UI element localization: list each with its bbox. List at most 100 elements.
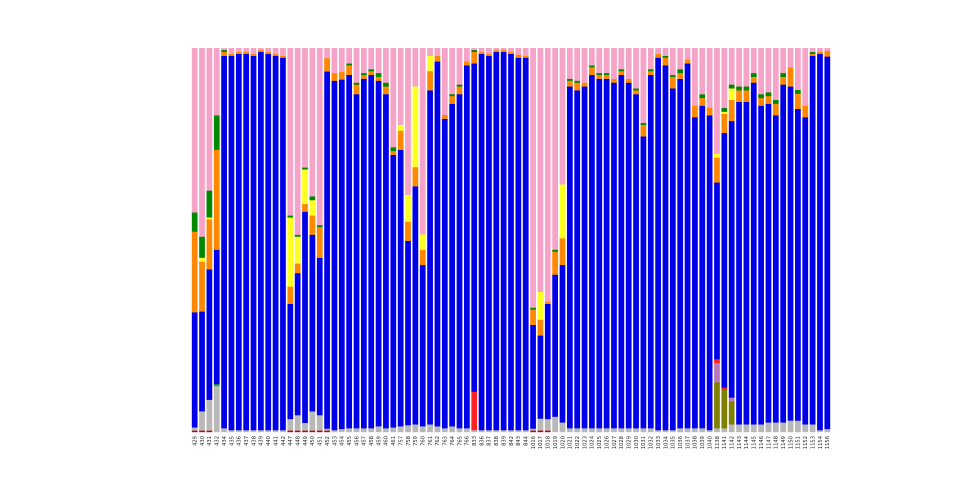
bar-segment-1036-s7 <box>677 72 684 79</box>
bar-segment-450-s10 <box>309 48 316 197</box>
bar-segment-833-s9 <box>471 49 478 53</box>
bar-segment-764-s6 <box>449 103 456 427</box>
bar-segment-839-s7 <box>500 49 507 53</box>
x-tick-label-1031: 1031 <box>641 436 647 449</box>
bar-segment-1146-s7 <box>758 97 764 106</box>
bar-segment-1016-s1 <box>530 428 536 431</box>
bar-segment-459-s1 <box>375 426 382 433</box>
x-tick-label-460: 460 <box>384 436 390 446</box>
bar-segment-1040-s1 <box>706 430 713 433</box>
x-tick-label-442: 442 <box>281 436 287 446</box>
x-tick-label-461: 461 <box>391 436 397 446</box>
bar-segment-1146-s1 <box>758 424 764 433</box>
bar-segment-761-s10 <box>427 48 433 56</box>
x-tick-label-457: 457 <box>362 436 368 446</box>
bar-segment-764-s1 <box>449 426 456 433</box>
bar-segment-1152-s7 <box>802 105 809 118</box>
bar-segment-434-s6 <box>221 55 227 429</box>
bar-segment-1016-s6 <box>530 324 536 429</box>
bar-segment-442-s7 <box>280 55 286 58</box>
bar-segment-1141-s6 <box>721 132 728 388</box>
bar-segment-843-s6 <box>515 57 522 431</box>
x-tick-label-1033: 1033 <box>656 436 662 449</box>
bar-segment-441-s7 <box>272 53 279 56</box>
bar-segment-430-s9 <box>199 236 205 258</box>
bar-segment-1150-s1 <box>787 420 794 433</box>
bar-segment-429-s9 <box>191 212 198 232</box>
bar-segment-760-s8 <box>419 234 426 250</box>
bar-segment-837-s7 <box>486 53 492 56</box>
bar-segment-439-s1 <box>258 430 264 433</box>
x-tick-label-449: 449 <box>303 436 309 446</box>
bar-segment-1023-s1 <box>581 428 588 433</box>
bar-segment-1016-s10 <box>530 48 536 308</box>
bar-segment-450-s1 <box>309 411 316 431</box>
bar-segment-440-s1 <box>265 430 272 433</box>
bar-segment-837-s1 <box>486 430 492 433</box>
bar-segment-449-s0 <box>302 430 308 433</box>
bar-segment-432-s6 <box>213 249 220 385</box>
bar-segment-759-s8 <box>412 86 419 168</box>
bar-segment-1036-s6 <box>677 78 684 429</box>
bar-segment-1027-s6 <box>611 82 617 429</box>
bar-segment-1142-s1 <box>728 424 735 433</box>
x-tick-label-1147: 1147 <box>766 436 772 449</box>
x-tick-label-843: 843 <box>516 436 522 446</box>
bar-segment-1144-s7 <box>743 90 750 102</box>
bar-segment-461-s7 <box>390 150 397 155</box>
bar-segment-449-s8 <box>302 169 308 205</box>
bar-segment-1148-s7 <box>772 103 779 116</box>
bar-segment-449-s10 <box>302 48 308 168</box>
bar-segment-1017-s6 <box>537 335 544 419</box>
bar-segment-842-s6 <box>508 53 514 431</box>
bar-segment-1030-s6 <box>633 94 639 429</box>
bar-segment-1146-s10 <box>758 48 764 95</box>
x-tick-label-458: 458 <box>369 436 375 446</box>
bar-segment-1153-s6 <box>809 55 816 425</box>
bar-segment-453-s7 <box>331 72 338 81</box>
bar-segment-1149-s6 <box>780 84 787 423</box>
bar-segment-452-s7 <box>324 57 330 72</box>
bar-segment-452-s10 <box>324 48 330 59</box>
bar-segment-1152-s10 <box>802 48 809 106</box>
bar-segment-1028-s6 <box>618 74 625 429</box>
bar-segment-763-s1 <box>441 428 448 433</box>
bar-segment-1024-s7 <box>589 67 595 76</box>
bar-segment-837-s6 <box>486 55 492 431</box>
bar-segment-1142-s7 <box>728 99 735 122</box>
bar-segment-454-s1 <box>338 428 345 433</box>
x-tick-label-453: 453 <box>332 436 338 446</box>
x-tick-label-1143: 1143 <box>737 436 743 449</box>
bar-segment-1025-s10 <box>596 48 603 74</box>
bar-segment-1032-s9 <box>647 69 654 72</box>
bar-segment-1040-s6 <box>706 115 713 431</box>
bar-segment-434-s10 <box>221 48 227 51</box>
bar-segment-1147-s6 <box>765 103 772 423</box>
bar-segment-1030-s7 <box>633 90 639 95</box>
bar-segment-1022-s10 <box>574 48 581 81</box>
bar-segment-459-s9 <box>375 72 382 77</box>
bar-segment-1153-s7 <box>809 53 816 56</box>
bar-segment-1019-s6 <box>552 274 559 417</box>
bar-segment-1017-s8 <box>537 291 544 320</box>
bar-segment-437-s6 <box>243 53 250 431</box>
bar-segment-1039-s7 <box>699 97 706 106</box>
bar-segment-1144-s1 <box>743 424 750 433</box>
bar-segment-457-s1 <box>361 428 367 433</box>
bar-segment-450-s9 <box>309 196 316 201</box>
bar-segment-764-s10 <box>449 48 456 95</box>
bar-segment-1142-s10 <box>728 48 735 85</box>
bar-segment-1016-s7 <box>530 309 536 326</box>
bar-segment-1145-s10 <box>750 48 757 74</box>
bar-segment-761-s7 <box>427 71 433 91</box>
x-tick-label-1145: 1145 <box>752 436 758 449</box>
bar-segment-1153-s1 <box>809 424 816 433</box>
bar-segment-759-s1 <box>412 424 419 433</box>
bar-segment-1138-s1 <box>714 428 720 433</box>
bar-segment-435-s10 <box>228 48 235 54</box>
bar-segment-761-s1 <box>427 424 433 433</box>
bar-segment-1037-s7 <box>684 59 691 64</box>
bar-segment-1036-s9 <box>677 69 684 74</box>
bar-segment-844-s7 <box>522 55 529 58</box>
